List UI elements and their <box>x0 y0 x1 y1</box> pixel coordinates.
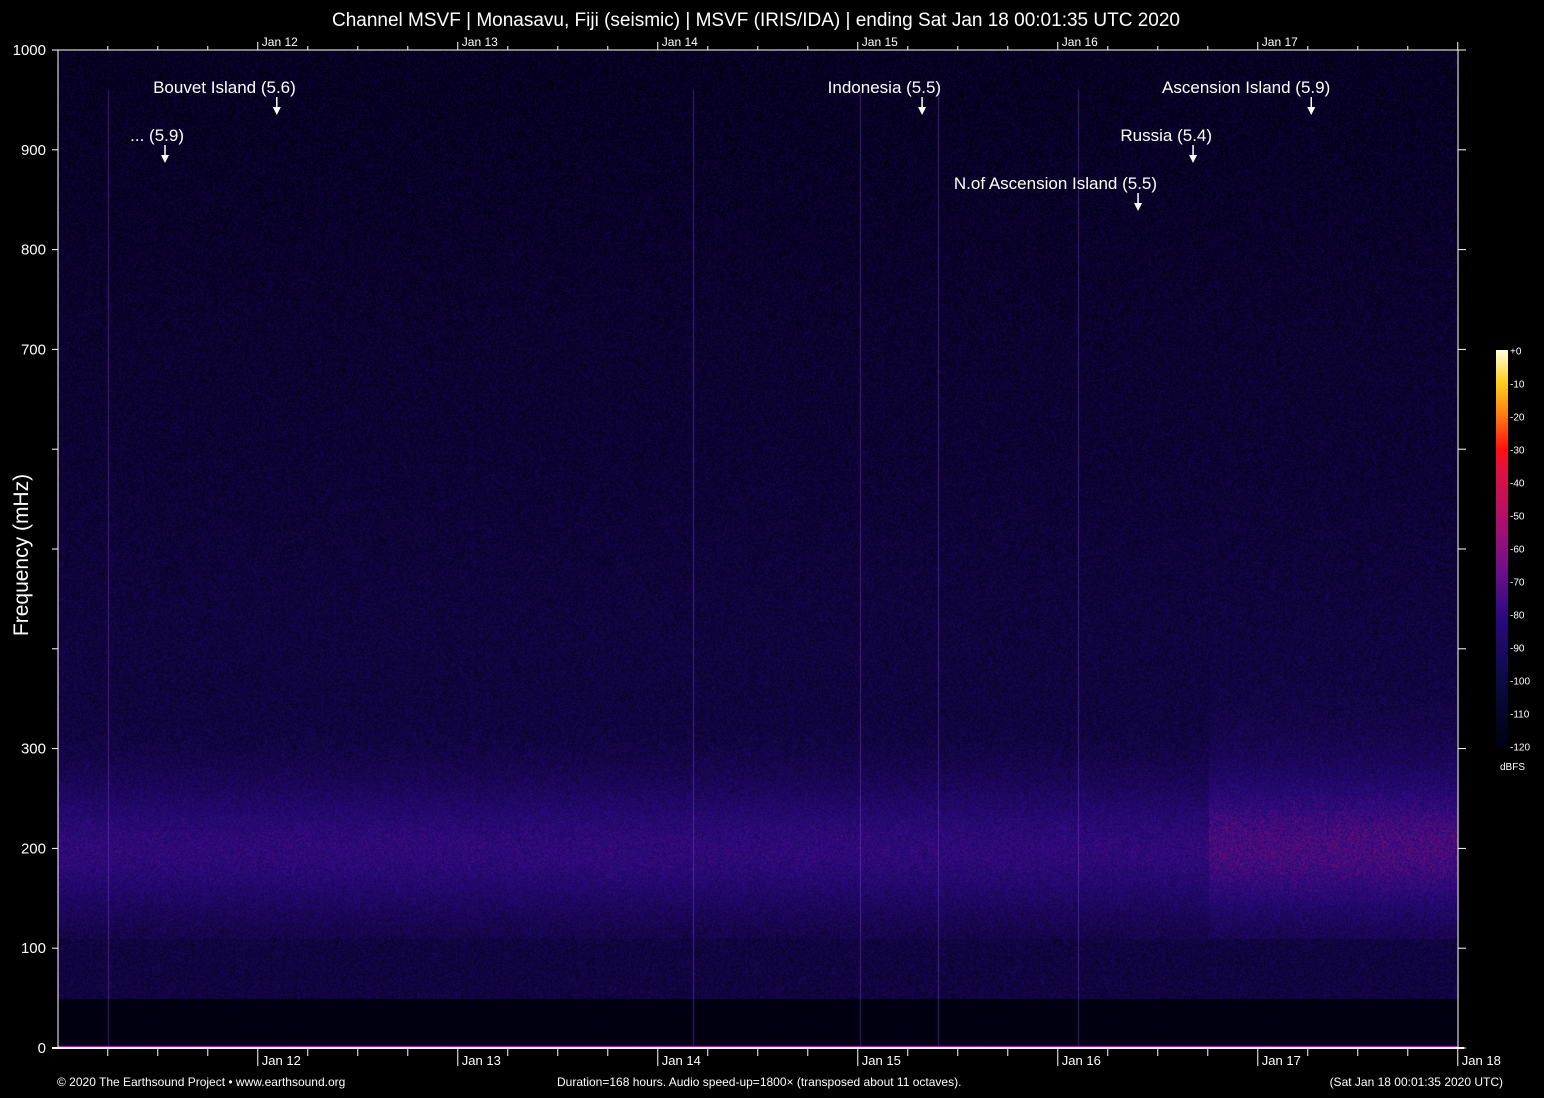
y-tick-label: 1000 <box>13 42 46 59</box>
event-arrow-head <box>1134 203 1143 211</box>
colorbar-tick-label: -70 <box>1510 577 1525 589</box>
x-tick-label: Jan 18 <box>1462 1053 1501 1068</box>
x-tick-label: Jan 14 <box>662 1053 701 1068</box>
colorbar-tick-label: -50 <box>1510 511 1525 523</box>
event-label: ... (5.9) <box>130 126 184 145</box>
colorbar-tick-label: -10 <box>1510 379 1525 391</box>
colorbar-tick-label: -90 <box>1510 643 1525 655</box>
plot-frame <box>57 49 1459 1049</box>
event-label: Indonesia (5.5) <box>828 78 941 97</box>
event-arrow-head <box>918 107 927 115</box>
colorbar-unit: dBFS <box>1500 762 1526 773</box>
event-arrow-head <box>161 155 170 163</box>
colorbar-tick-label: -80 <box>1510 610 1525 622</box>
colorbar-tick-label: -30 <box>1510 445 1525 457</box>
y-tick-label: 700 <box>21 341 46 358</box>
colorbar-tick-label: -40 <box>1510 478 1525 490</box>
event-label: Ascension Island (5.9) <box>1162 78 1330 97</box>
y-axis-label: Frequency (mHz) <box>10 473 33 637</box>
x-tick-label-top: Jan 17 <box>1262 35 1298 49</box>
y-tick-label: 300 <box>21 741 46 758</box>
y-tick-label: 200 <box>21 840 46 857</box>
colorbar <box>1496 350 1508 748</box>
x-tick-label-top: Jan 15 <box>862 35 898 49</box>
colorbar-tick-label: -110 <box>1510 709 1530 721</box>
spectrogram-image <box>58 50 1458 1048</box>
y-tick-label: 900 <box>21 142 46 159</box>
y-tick-label: 0 <box>38 1040 46 1057</box>
colorbar-tick-label: -100 <box>1510 676 1531 688</box>
x-tick-label: Jan 16 <box>1062 1053 1101 1068</box>
colorbar-tick-label: +0 <box>1510 346 1522 358</box>
colorbar-tick-label: -60 <box>1510 544 1525 556</box>
x-tick-label: Jan 15 <box>862 1053 901 1068</box>
x-tick-label-top: Jan 13 <box>462 35 498 49</box>
x-tick-label: Jan 12 <box>262 1053 301 1068</box>
event-label: Bouvet Island (5.6) <box>153 78 296 97</box>
x-tick-label: Jan 17 <box>1262 1053 1301 1068</box>
copyright-text: © 2020 The Earthsound Project • www.eart… <box>57 1075 346 1089</box>
colorbar-tick-label: -20 <box>1510 412 1525 424</box>
x-tick-label-top: Jan 12 <box>262 35 298 49</box>
x-tick-label: Jan 13 <box>462 1053 501 1068</box>
duration-info: Duration=168 hours. Audio speed-up=1800×… <box>557 1075 962 1089</box>
event-arrow-head <box>1307 107 1316 115</box>
chart-title: Channel MSVF | Monasavu, Fiji (seismic) … <box>332 10 1180 31</box>
y-tick-label: 800 <box>21 242 46 259</box>
end-time: (Sat Jan 18 00:01:35 2020 UTC) <box>1329 1075 1503 1089</box>
x-tick-label-top: Jan 16 <box>1062 35 1098 49</box>
event-label: Russia (5.4) <box>1120 126 1212 145</box>
event-label: N.of Ascension Island (5.5) <box>954 174 1157 193</box>
colorbar-tick-label: -120 <box>1510 742 1531 754</box>
event-arrow-head <box>1189 155 1198 163</box>
x-tick-label-top: Jan 14 <box>662 35 698 49</box>
event-arrow-head <box>272 107 281 115</box>
y-tick-label: 100 <box>21 940 46 957</box>
